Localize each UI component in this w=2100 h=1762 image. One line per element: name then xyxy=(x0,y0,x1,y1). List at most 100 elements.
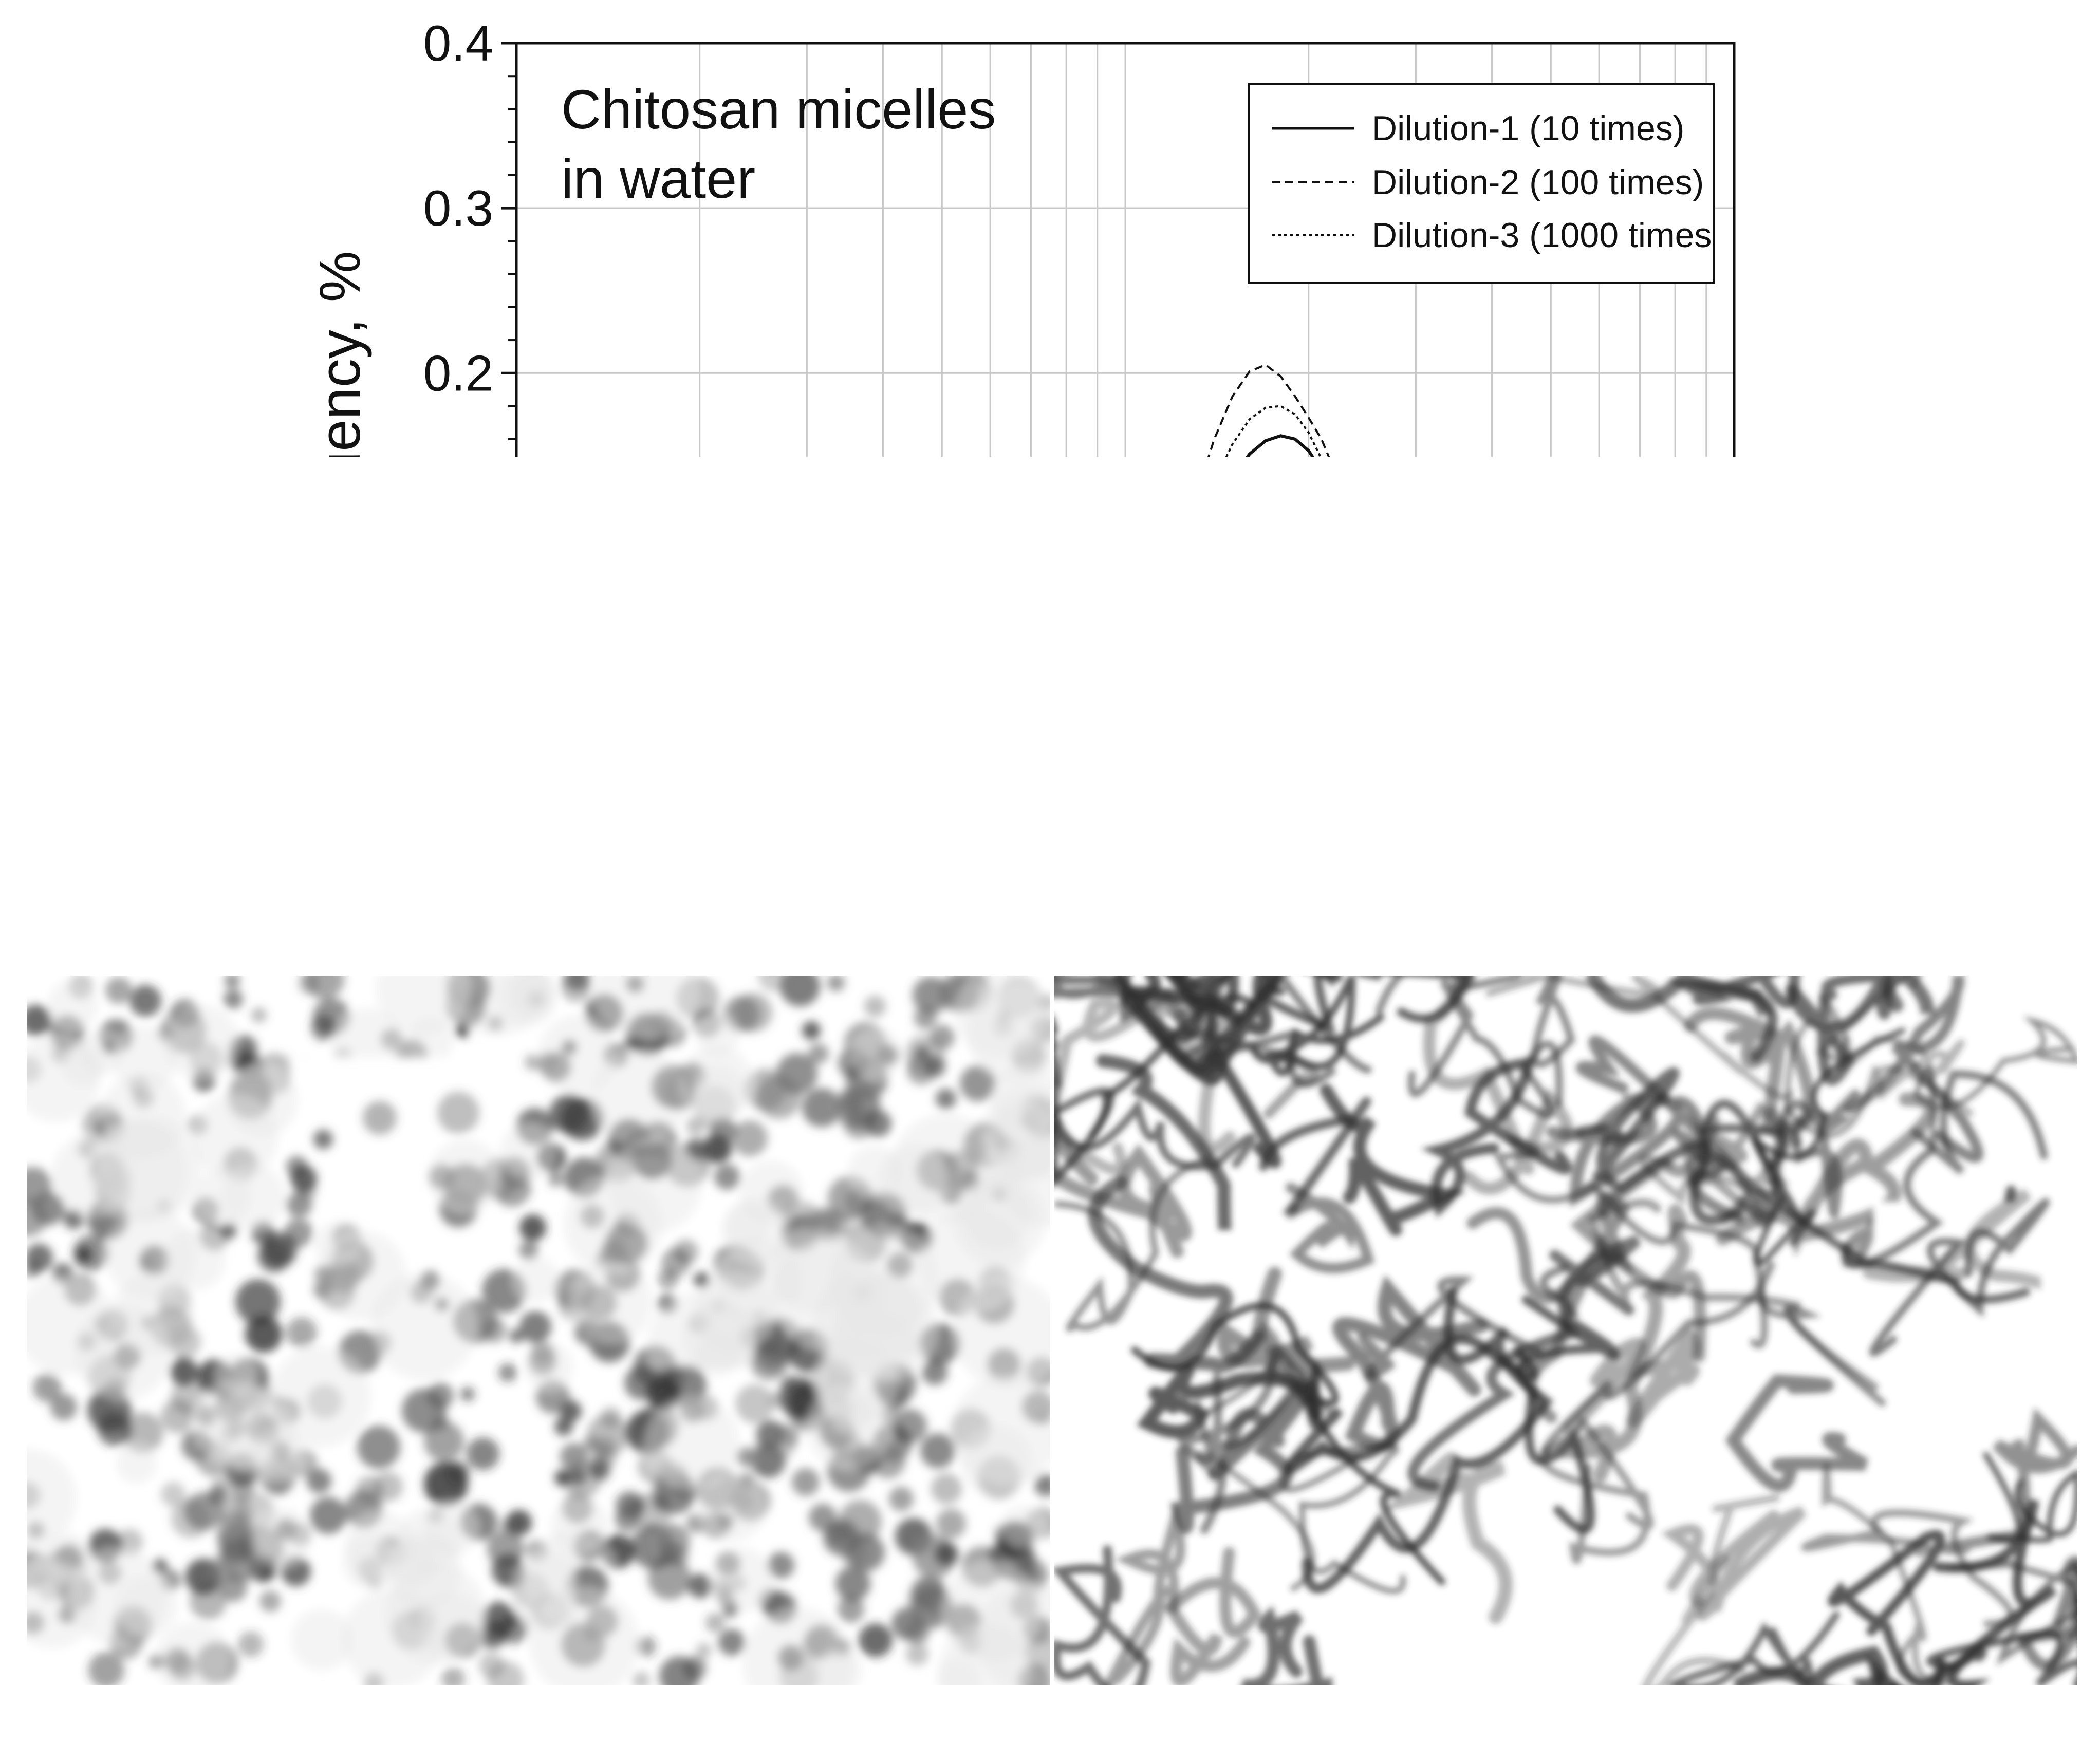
stem-micrograph-spherical: HV 15.00 kV spot 3.5 det STEM mag □ 200 000 … xyxy=(27,976,1050,1761)
micelle-particle xyxy=(839,1500,882,1543)
series-line-dilution-1 xyxy=(990,436,1492,761)
x-axis: 10 100 100 1000 xyxy=(488,761,1790,851)
micelle-particle xyxy=(935,1542,958,1566)
micelle-particle xyxy=(560,1443,588,1471)
micelle-particle xyxy=(732,1120,768,1156)
hv-label: HV xyxy=(1080,1711,1100,1732)
pressure-value: 3.18e-3 Pa xyxy=(341,1732,417,1754)
bright-region xyxy=(69,1547,166,1645)
micelle-particle xyxy=(931,1473,962,1504)
micelle-particle xyxy=(357,1426,400,1469)
micelle-particle xyxy=(548,1171,564,1187)
y-tick-label: 0.1 xyxy=(423,510,493,566)
bright-region xyxy=(697,1015,739,1057)
micelle-particle xyxy=(467,1437,499,1470)
x-tick-label: 100 xyxy=(1363,794,1447,851)
micelle-particle xyxy=(615,1506,640,1532)
micelle-particle xyxy=(835,1566,870,1601)
micelle-particle xyxy=(889,1487,914,1511)
time-value: 10:17:18 AM xyxy=(428,1732,514,1754)
micelle-particle xyxy=(915,1045,930,1061)
y-axis: 0.0 0.1 0.2 0.3 0.4 xyxy=(423,15,516,732)
det-cell: det STEM xyxy=(138,1704,193,1761)
micelle-particle xyxy=(930,1025,955,1049)
micelle-particle xyxy=(519,1214,546,1241)
bright-region xyxy=(697,1473,766,1542)
bright-region xyxy=(398,1508,461,1572)
micelle-particle xyxy=(750,1341,789,1380)
wd-value: 5.0 mm xyxy=(277,1732,329,1754)
pressure-cell: pressure 4.76e-3 Pa xyxy=(1364,1704,1451,1761)
micelle-particle xyxy=(802,1021,821,1040)
series-line-dilution-3 xyxy=(990,406,1492,761)
micelle-particle xyxy=(245,1316,282,1353)
wd-cell: WD 5.0 mm xyxy=(272,1704,336,1761)
micelle-particle xyxy=(714,1164,740,1190)
datetime-cell: 11/11/2022 11:01:51 AM xyxy=(1451,1704,1548,1761)
micelle-particle xyxy=(757,1075,801,1119)
x-tick-label: 10 xyxy=(488,794,544,851)
micelle-particle xyxy=(482,1318,507,1343)
spot-value: 3.5 xyxy=(1135,1732,1157,1754)
pressure-label: pressure xyxy=(350,1711,406,1732)
bright-region xyxy=(569,1261,653,1344)
det-label: det xyxy=(1183,1711,1203,1732)
mag-cell: mag □ 200 000 x xyxy=(1221,1704,1300,1761)
wd-label: WD xyxy=(291,1711,315,1732)
bright-region xyxy=(221,1165,286,1229)
bright-region xyxy=(343,1535,397,1589)
bright-region xyxy=(101,1073,186,1158)
micelle-particle xyxy=(216,1512,255,1551)
micelle-particle xyxy=(777,1425,800,1448)
micelle-particle xyxy=(313,1130,333,1149)
micelle-particle xyxy=(424,1462,468,1506)
pressure-cell: pressure 3.18e-3 Pa xyxy=(336,1704,423,1761)
datetime-cell: 11/11/2022 10:17:18 AM xyxy=(423,1704,521,1761)
micelle-particle xyxy=(498,1363,517,1382)
micelle-particle xyxy=(864,996,886,1017)
legend-label-dilution-2: Dilution-2 (100 times) xyxy=(1372,163,1704,202)
micelle-particle xyxy=(506,1510,532,1535)
micelle-particle xyxy=(427,1382,454,1409)
micelle-particle xyxy=(936,1089,956,1109)
mag-value: 200 000 x xyxy=(198,1732,266,1754)
bright-region xyxy=(525,1343,573,1391)
scale-bar: 500 nm xyxy=(1656,1713,1968,1730)
scale-bar-label: 500 nm xyxy=(1787,1713,1838,1730)
hv-label: HV xyxy=(52,1711,72,1732)
legend-label-dilution-1: Dilution-1 (10 times) xyxy=(1372,109,1684,148)
scale-bar: 500 nm xyxy=(629,1713,942,1730)
mag-value: 200 000 x xyxy=(1226,1732,1294,1754)
micelle-particle xyxy=(780,1374,798,1393)
y-tick-label: 0.2 xyxy=(423,345,493,401)
bright-region xyxy=(429,1139,503,1213)
size-distribution-chart: 0.00.10.20.30.4 10 100 100 1000 Chitosan mi… xyxy=(0,0,2100,971)
micelle-particle xyxy=(655,1524,690,1559)
lab-name: IYTEMAM xyxy=(1777,1730,1848,1753)
micelle-particle xyxy=(988,1545,1004,1562)
micelle-particle xyxy=(808,1043,829,1064)
scale-bar-line-left xyxy=(629,1721,753,1722)
x-tick-label: 1000 xyxy=(1678,794,1790,851)
micelle-particle xyxy=(842,1092,863,1113)
micelle-particle xyxy=(936,1509,966,1539)
micelle-particle xyxy=(170,1358,198,1385)
micrograph-image-filament-network xyxy=(1054,976,2077,1685)
micelle-particle xyxy=(710,1117,736,1144)
micelle-particle xyxy=(859,1623,893,1657)
micelle-particle xyxy=(129,985,161,1017)
sem-info-bar: HV 15.00 kV spot 3.5 det STEM mag □ 200 000 … xyxy=(27,1704,1050,1761)
bright-region xyxy=(591,1049,687,1146)
bright-region xyxy=(251,1508,311,1568)
bright-region xyxy=(377,1105,419,1148)
bright-region xyxy=(116,1442,157,1484)
pressure-value: 4.76e-3 Pa xyxy=(1369,1732,1444,1754)
det-value: STEM xyxy=(1171,1732,1214,1754)
bright-region xyxy=(607,1138,702,1232)
micelle-particle xyxy=(906,1643,928,1665)
chart-legend: Dilution-1 (10 times) Dilution-2 (100 ti… xyxy=(1249,84,1714,283)
bright-region xyxy=(953,1174,1046,1266)
date-value: 11/11/2022 xyxy=(437,1711,507,1732)
micrograph-image-spherical-micelles xyxy=(27,976,1050,1685)
micelle-particle xyxy=(310,1497,347,1534)
